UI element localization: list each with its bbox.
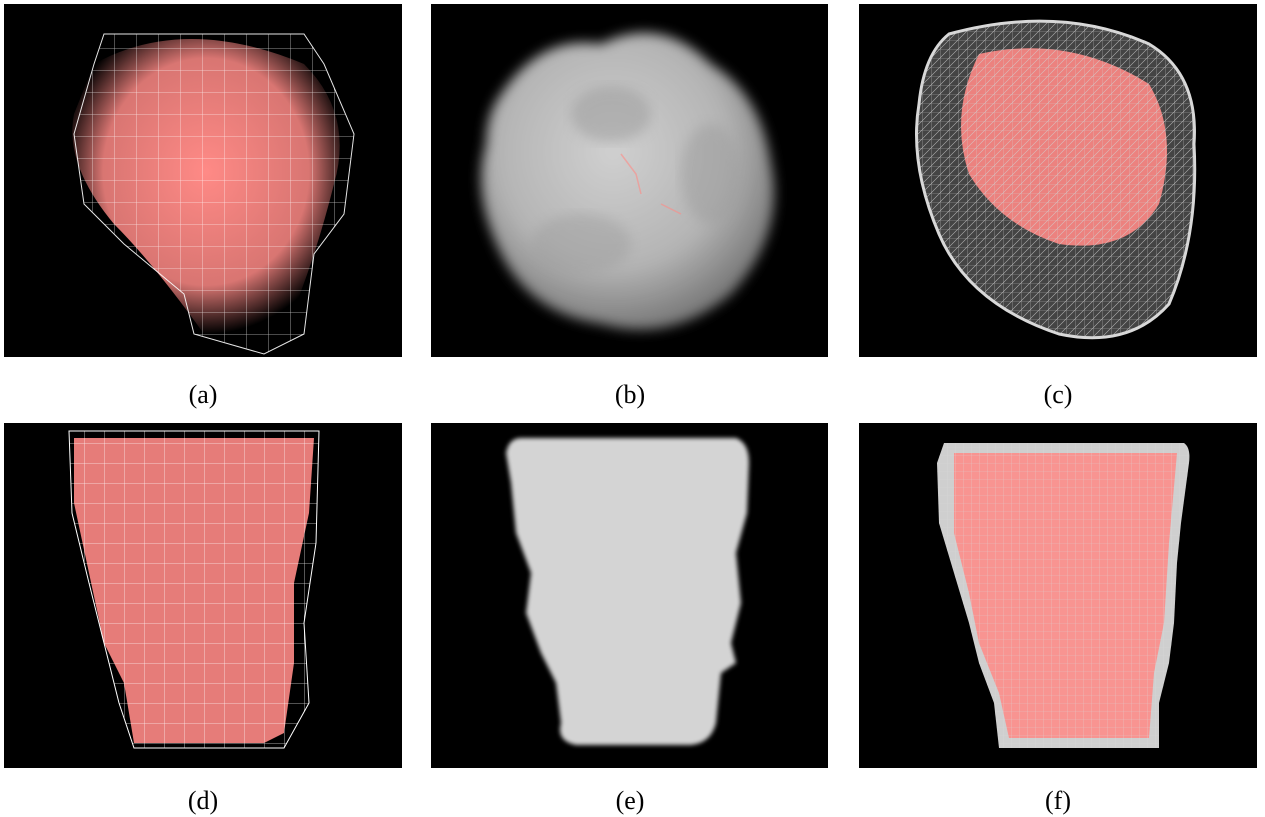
- panel-f: [859, 423, 1257, 768]
- panel-b: [431, 4, 828, 357]
- panel-a-render: [72, 33, 355, 355]
- panel-d: [4, 423, 402, 768]
- caption-d: (d): [187, 786, 219, 815]
- caption-e: (e): [615, 786, 645, 815]
- panel-a: [4, 4, 402, 357]
- panel-c-render: [915, 19, 1197, 340]
- panel-e: [431, 423, 828, 768]
- panel-b-render: [481, 32, 775, 330]
- caption-f: (f): [1045, 786, 1071, 815]
- panel-c: [859, 4, 1257, 357]
- caption-b: (b): [614, 380, 646, 409]
- caption-c: (c): [1043, 380, 1073, 409]
- caption-a: (a): [188, 380, 218, 409]
- panel-f-render: [937, 443, 1190, 748]
- panel-e-render: [506, 438, 749, 745]
- panel-d-render: [68, 430, 320, 749]
